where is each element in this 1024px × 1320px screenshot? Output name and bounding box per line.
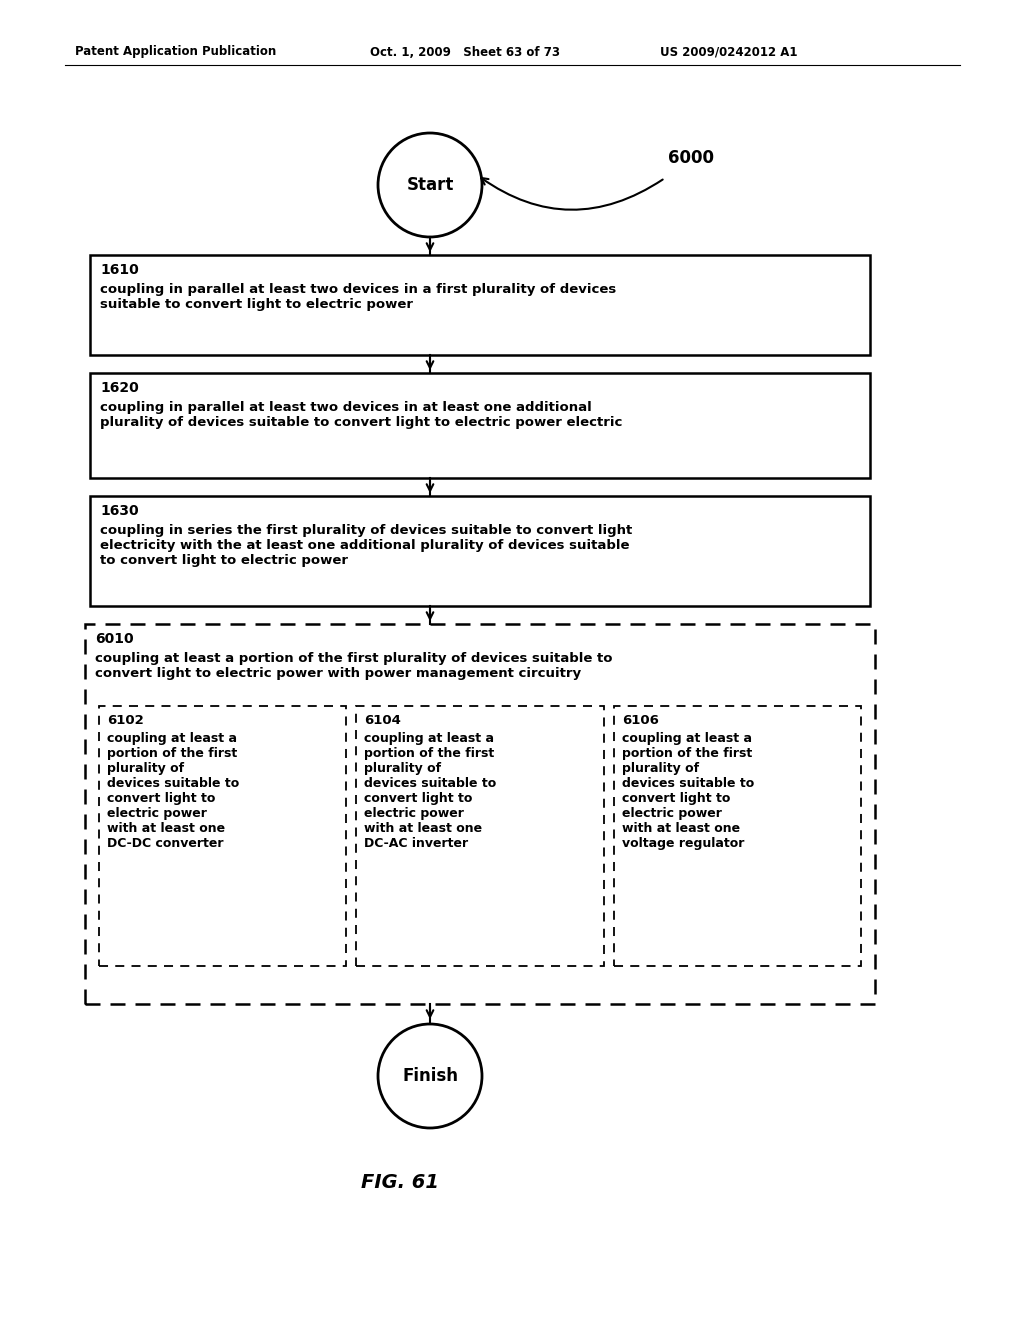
Text: 6104: 6104 (365, 714, 401, 727)
Text: 6000: 6000 (668, 149, 714, 168)
Text: coupling at least a portion of the first plurality of devices suitable to
conver: coupling at least a portion of the first… (95, 652, 612, 680)
Text: coupling at least a
portion of the first
plurality of
devices suitable to
conver: coupling at least a portion of the first… (106, 733, 240, 850)
Text: Patent Application Publication: Patent Application Publication (75, 45, 276, 58)
Text: 6102: 6102 (106, 714, 143, 727)
Text: Finish: Finish (402, 1067, 458, 1085)
Text: 1610: 1610 (100, 263, 138, 277)
Text: coupling at least a
portion of the first
plurality of
devices suitable to
conver: coupling at least a portion of the first… (622, 733, 754, 850)
Text: coupling at least a
portion of the first
plurality of
devices suitable to
conver: coupling at least a portion of the first… (365, 733, 497, 850)
Bar (613, 706, 861, 966)
Bar (90, 496, 870, 606)
Text: 6106: 6106 (622, 714, 658, 727)
Text: 6010: 6010 (95, 632, 133, 645)
Bar (90, 255, 870, 355)
Text: Start: Start (407, 176, 454, 194)
Circle shape (378, 1024, 482, 1129)
Text: 1630: 1630 (100, 504, 138, 517)
Text: Oct. 1, 2009   Sheet 63 of 73: Oct. 1, 2009 Sheet 63 of 73 (370, 45, 560, 58)
Text: 1620: 1620 (100, 381, 138, 395)
Text: coupling in parallel at least two devices in at least one additional
plurality o: coupling in parallel at least two device… (100, 401, 623, 429)
Circle shape (378, 133, 482, 238)
Text: coupling in series the first plurality of devices suitable to convert light
elec: coupling in series the first plurality o… (100, 524, 632, 568)
Text: US 2009/0242012 A1: US 2009/0242012 A1 (660, 45, 798, 58)
Bar (85, 624, 874, 1005)
Text: FIG. 61: FIG. 61 (361, 1173, 439, 1192)
Bar (90, 374, 870, 478)
Bar (99, 706, 346, 966)
Text: coupling in parallel at least two devices in a first plurality of devices
suitab: coupling in parallel at least two device… (100, 282, 616, 312)
Bar (356, 706, 604, 966)
